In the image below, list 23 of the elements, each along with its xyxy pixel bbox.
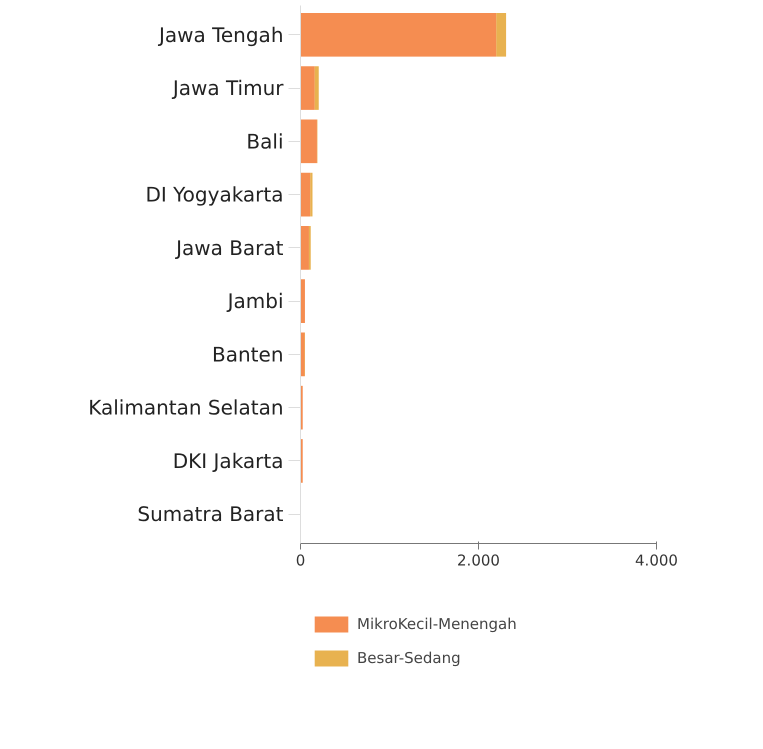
x-tick-label: 4.000 bbox=[635, 552, 678, 570]
y-tick-label: Jawa Barat bbox=[174, 236, 284, 260]
bar bbox=[300, 226, 309, 270]
y-tick-label: Jawa Timur bbox=[170, 76, 284, 100]
x-tick-label: 0 bbox=[296, 552, 306, 570]
bar bbox=[300, 172, 310, 216]
y-tick-label: Bali bbox=[246, 129, 284, 154]
legend-label: MikroKecil-Menengah bbox=[357, 615, 517, 633]
legend-label: Besar-Sedang bbox=[357, 649, 461, 667]
y-tick-label: Jawa Tengah bbox=[156, 22, 284, 47]
bar bbox=[314, 66, 319, 110]
y-tick-label: Banten bbox=[212, 342, 284, 366]
bar bbox=[300, 12, 496, 57]
bar bbox=[300, 66, 315, 110]
y-tick-label: DKI Jakarta bbox=[172, 448, 284, 473]
bar bbox=[300, 119, 317, 164]
y-tick-label: Jambi bbox=[226, 289, 284, 314]
y-tick-label: Kalimantan Selatan bbox=[88, 396, 284, 420]
x-tick-label: 2.000 bbox=[457, 552, 500, 570]
y-tick-label: DI Yogyakarta bbox=[145, 182, 284, 207]
bar bbox=[300, 279, 305, 323]
y-tick-label: Sumatra Barat bbox=[137, 502, 284, 526]
bar bbox=[496, 12, 506, 57]
